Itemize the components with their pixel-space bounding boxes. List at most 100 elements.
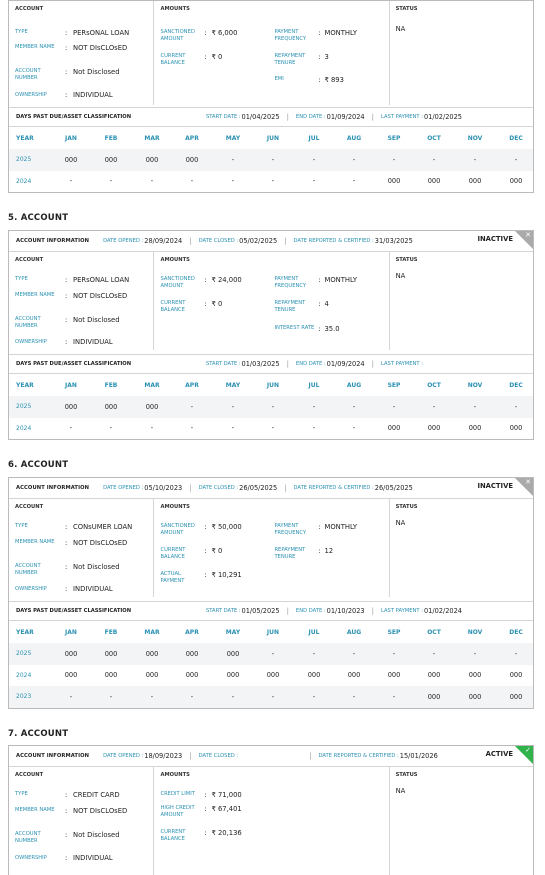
month-header-jun: JUN: [266, 134, 280, 142]
status-heading: STATUS: [395, 772, 418, 778]
dpd-cell: -: [312, 155, 316, 164]
current-balance-value: ₹ 20,136: [211, 829, 242, 837]
status-value: NA: [395, 272, 406, 280]
dpd-cell: 000: [307, 671, 321, 680]
account-number-label: ACCOUNT NUMBER: [15, 68, 41, 81]
dpd-cell: 000: [185, 649, 199, 658]
colon: :: [65, 523, 68, 531]
month-header-may: MAY: [225, 381, 241, 389]
payment-frequency-label: PAYMENT FREQUENCY: [274, 29, 307, 42]
month-header-nov: NOV: [467, 628, 483, 636]
account-info-title: ACCOUNT INFORMATION: [16, 485, 90, 491]
start-date-label: START DATE :: [206, 114, 241, 120]
type-value: PERsONAL LOAN: [73, 29, 130, 37]
account-details: ACCOUNT TYPE : PERsONAL LOAN MEMBER NAME…: [9, 252, 533, 350]
repayment-tenure-value: 12: [324, 547, 334, 555]
month-header-mar: MAR: [144, 628, 160, 636]
month-header-jan: JAN: [65, 134, 77, 142]
month-header-jul: JUL: [308, 628, 320, 636]
dpd-year-row: 2025 000 000 000 - - - - - - - - -: [9, 396, 533, 418]
ownership-label: OWNERSHIP: [15, 92, 47, 98]
month-header-dec: DEC: [509, 381, 523, 389]
dpd-cell: 000: [387, 177, 401, 186]
dpd-cell: 000: [387, 671, 401, 680]
colon: :: [318, 325, 321, 333]
dpd-cell: -: [312, 692, 316, 701]
month-header-feb: FEB: [104, 381, 118, 389]
account-info-bar: ACCOUNT INFORMATION DATE OPENED : 18/09/…: [9, 746, 533, 767]
dpd-cell: 000: [64, 402, 78, 411]
amounts-column: AMOUNTS SANCTIONED AMOUNT : ₹ 50,000 CUR…: [154, 499, 390, 597]
dpd-cell: -: [231, 424, 235, 433]
ownership-label: OWNERSHIP: [15, 586, 47, 592]
status-value: NA: [395, 25, 406, 33]
member-name-value: NOT DIsCLOsED: [73, 539, 128, 547]
dpd-cell: -: [271, 155, 275, 164]
year-column-header: YEAR: [16, 381, 34, 389]
date-closed-label: DATE CLOSED :: [198, 485, 239, 491]
close-icon: ✕: [525, 231, 531, 239]
dpd-cell: 000: [427, 692, 441, 701]
dpd-cell: -: [190, 402, 194, 411]
colon: :: [318, 523, 321, 531]
dpd-cell: 000: [145, 649, 159, 658]
current-balance-label: CURRENT BALANCE: [160, 300, 186, 313]
month-header-sep: SEP: [387, 134, 401, 142]
colon: :: [65, 276, 68, 284]
date-opened-value: 28/09/2024: [144, 237, 183, 245]
dpd-cell: -: [271, 692, 275, 701]
month-header-may: MAY: [225, 134, 241, 142]
status-heading: STATUS: [395, 257, 418, 263]
month-header-nov: NOV: [467, 381, 483, 389]
current-balance-label: CURRENT BALANCE: [160, 53, 186, 66]
account-column: ACCOUNT TYPE : CREDIT CARD MEMBER NAME :…: [9, 767, 155, 875]
sanctioned-amount-value: ₹ 50,000: [211, 523, 242, 531]
current-balance-label: CURRENT BALANCE: [160, 547, 186, 560]
dpd-cell: 000: [427, 671, 441, 680]
colon: :: [318, 76, 321, 84]
repayment-tenure-label: REPAYMENT TENURE: [274, 547, 306, 560]
dpd-cell: -: [352, 155, 356, 164]
payment-frequency-label: PAYMENT FREQUENCY: [274, 523, 307, 536]
year-column-header: YEAR: [16, 628, 34, 636]
status-column: STATUS NA: [390, 499, 533, 597]
separator: |: [284, 237, 287, 245]
separator: |: [309, 752, 312, 760]
ownership-value: INDIVIDUAL: [73, 91, 113, 99]
dpd-cell: 000: [64, 155, 78, 164]
colon: :: [65, 29, 68, 37]
status-badge: ACTIVE: [485, 750, 513, 758]
status-heading: STATUS: [395, 504, 418, 510]
last-payment-value: 01/02/2024: [423, 607, 462, 615]
type-label: TYPE: [15, 523, 28, 529]
account-heading: ACCOUNT: [15, 257, 44, 263]
close-icon: ✕: [525, 478, 531, 486]
date-reported-label: DATE REPORTED & CERTIFIED :: [293, 238, 374, 244]
separator: |: [371, 360, 374, 368]
dpd-cell: -: [514, 155, 518, 164]
month-header-jul: JUL: [308, 381, 320, 389]
type-label: TYPE: [15, 791, 28, 797]
inactive-corner: [515, 231, 533, 249]
account-number-label: ACCOUNT NUMBER: [15, 316, 41, 329]
account-info-title: ACCOUNT INFORMATION: [16, 753, 90, 759]
dpd-cell: -: [352, 692, 356, 701]
dpd-cell: 000: [145, 155, 159, 164]
dpd-year: 2023: [16, 693, 32, 701]
colon: :: [65, 338, 68, 346]
dpd-cell: 000: [104, 649, 118, 658]
dpd-cell: -: [231, 155, 235, 164]
dpd-cell: -: [271, 649, 275, 658]
colon: :: [65, 292, 68, 300]
end-date-value: 01/09/2024: [326, 113, 365, 121]
emi-label: EMI: [274, 76, 284, 82]
separator: |: [189, 484, 192, 492]
inactive-corner: [515, 478, 533, 496]
dpd-year-row: 2024 - - - - - - - - 000 000 000 000: [9, 418, 533, 440]
month-header-feb: FEB: [104, 628, 118, 636]
type-label: TYPE: [15, 29, 28, 35]
dpd-cell: 000: [509, 671, 523, 680]
dpd-cell: -: [312, 424, 316, 433]
colon: :: [65, 91, 68, 99]
amounts-heading: AMOUNTS: [160, 504, 190, 510]
